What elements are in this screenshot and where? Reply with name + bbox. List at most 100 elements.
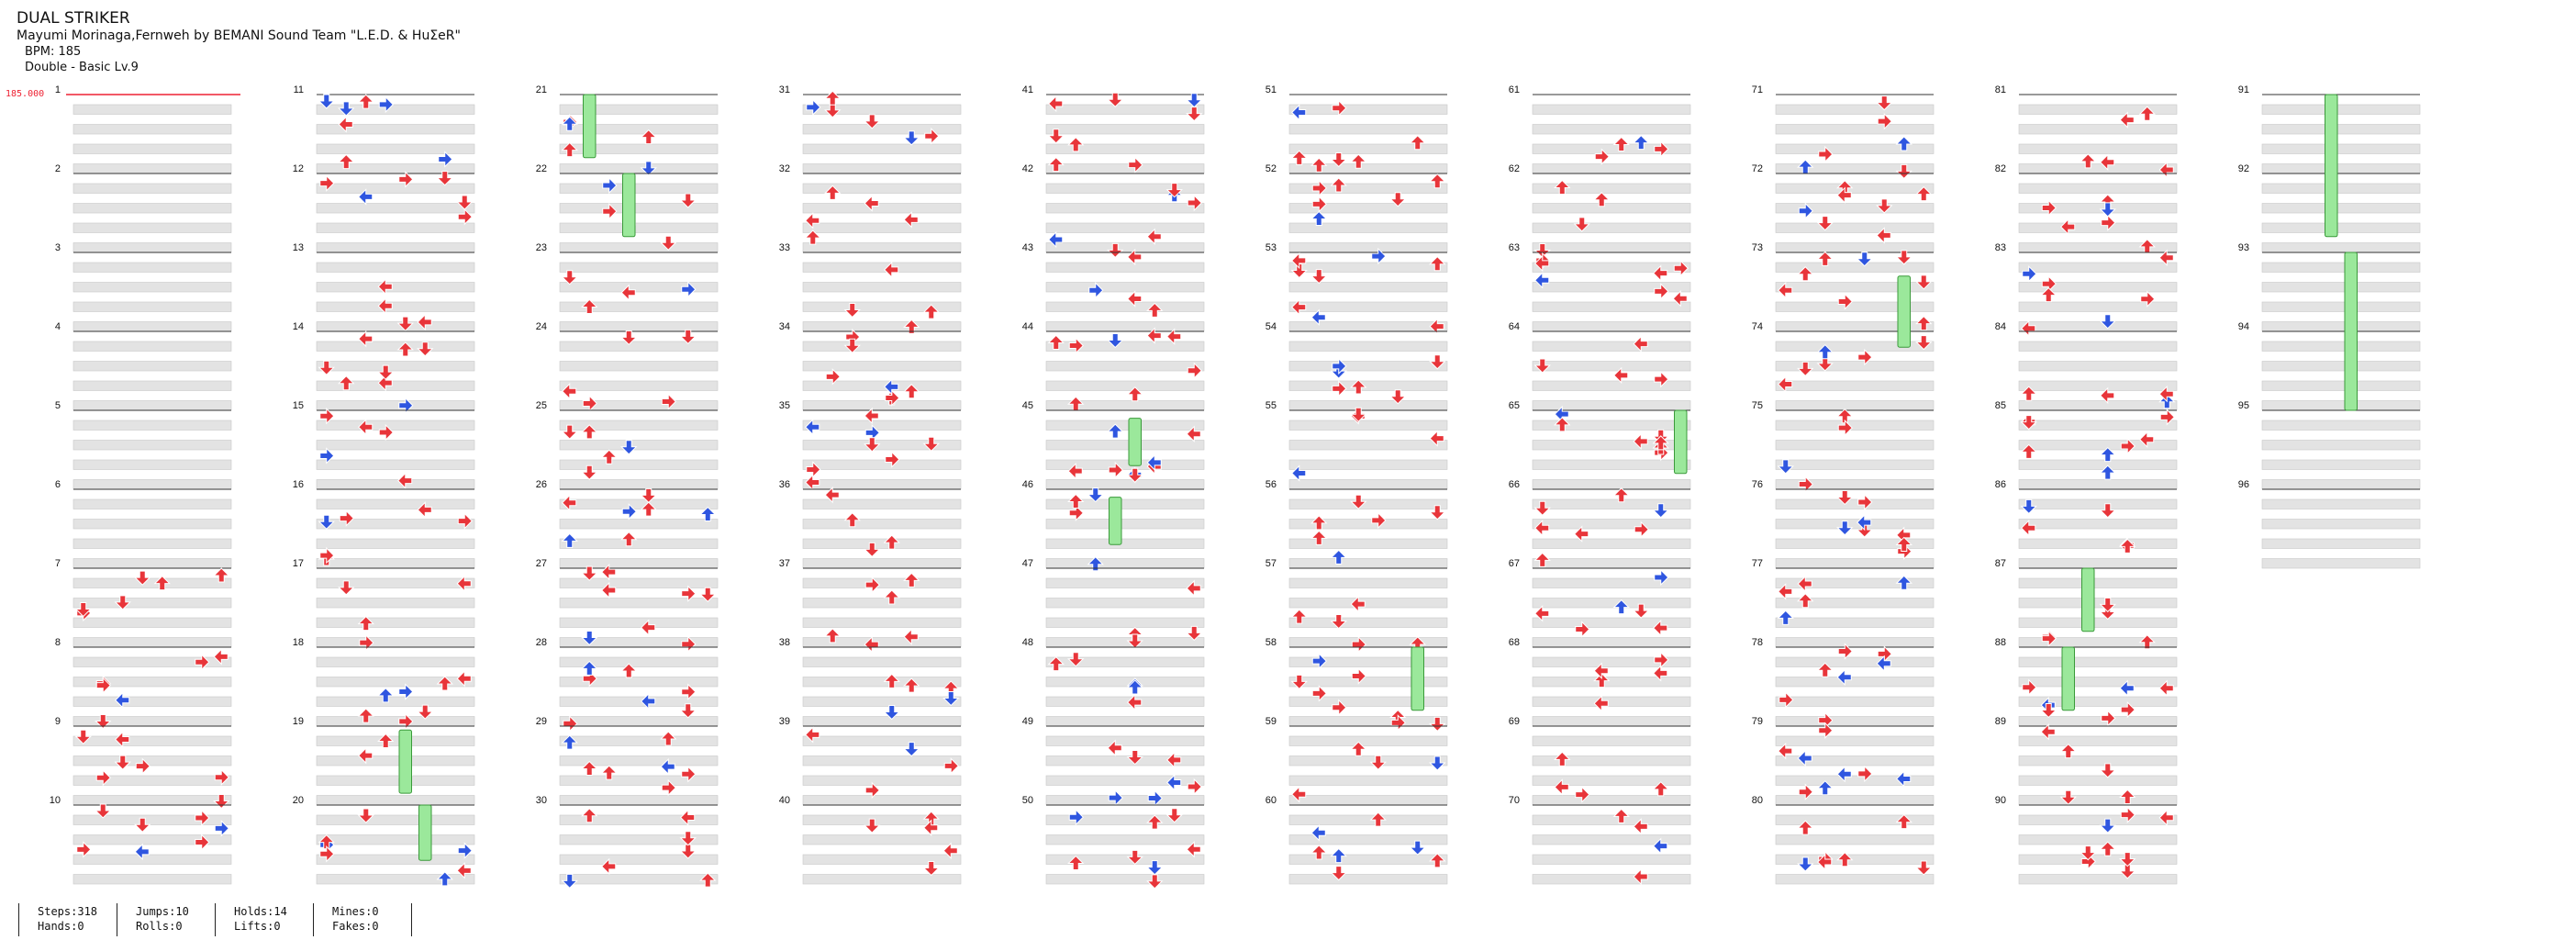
rolls-count: Rolls:0 xyxy=(136,920,183,933)
measure-number: 74 xyxy=(1752,321,1763,332)
arrow-icon xyxy=(1818,722,1834,739)
arrow-icon xyxy=(1067,855,1085,871)
arrow-icon xyxy=(699,506,717,522)
arrow-icon xyxy=(214,768,229,786)
arrow-icon xyxy=(1186,841,1201,858)
arrow-icon xyxy=(1633,335,1648,352)
arrow-icon xyxy=(883,390,900,406)
arrow-icon xyxy=(1147,789,1163,807)
beat-band xyxy=(1045,814,1205,825)
measure-number: 31 xyxy=(779,84,790,95)
arrow-icon xyxy=(338,101,355,117)
beat-band xyxy=(72,301,232,312)
arrow-icon xyxy=(2020,498,2037,515)
arrow-icon xyxy=(621,503,637,520)
arrow-icon xyxy=(1429,505,1446,520)
beat-band xyxy=(316,538,475,549)
measure-number: 5 xyxy=(55,400,61,411)
arrow-icon xyxy=(1797,159,1814,174)
arrow-icon xyxy=(1350,408,1366,425)
arrow-icon xyxy=(1186,425,1201,442)
measure-number: 76 xyxy=(1752,479,1763,490)
beat-band xyxy=(1532,301,1691,312)
beat-band xyxy=(802,598,962,609)
arrow-icon xyxy=(358,330,374,348)
beat-band xyxy=(559,222,719,233)
beat-band xyxy=(316,380,475,391)
arrow-icon xyxy=(561,116,578,131)
measure-number: 67 xyxy=(1509,558,1520,569)
beat-band xyxy=(1775,341,1935,352)
arrow-icon xyxy=(2119,679,2135,697)
arrow-icon xyxy=(1429,318,1444,335)
measure-number: 96 xyxy=(2238,479,2249,490)
arrow-icon xyxy=(1128,156,1143,173)
beat-band xyxy=(559,637,719,648)
beat-band xyxy=(1775,361,1935,372)
holds-count: Holds:14 xyxy=(234,905,287,918)
arrow-icon xyxy=(1798,202,1813,219)
beat-band xyxy=(1532,341,1691,352)
beat-band xyxy=(316,795,475,806)
arrow-icon xyxy=(1915,335,1933,351)
beat-band xyxy=(72,519,232,530)
arrow-icon xyxy=(2158,809,2174,827)
beat-band xyxy=(72,124,232,135)
beat-band xyxy=(802,242,962,253)
arrow-icon xyxy=(1915,315,1933,331)
beat-band xyxy=(1045,380,1205,391)
arrow-icon xyxy=(318,94,335,109)
arrow-icon xyxy=(620,531,638,547)
arrow-icon xyxy=(903,384,920,399)
arrow-icon xyxy=(620,214,636,231)
arrow-icon xyxy=(2099,841,2116,856)
arrow-icon xyxy=(1332,99,1347,117)
arrow-icon xyxy=(2120,437,2136,455)
beat-band xyxy=(1532,361,1691,372)
arrow-icon xyxy=(1389,192,1407,207)
beat-band xyxy=(802,143,962,154)
arrow-icon xyxy=(319,836,335,854)
arrow-icon xyxy=(1652,781,1669,797)
measure-number: 9 xyxy=(55,716,61,727)
beat-band xyxy=(2018,716,2178,727)
beat-band xyxy=(1045,656,1205,667)
beat-band xyxy=(72,321,232,332)
steps-count: Steps:318 xyxy=(38,905,98,918)
beat-band xyxy=(1775,656,1935,667)
arrow-icon xyxy=(903,130,920,146)
arrow-icon xyxy=(318,551,335,566)
beat-band xyxy=(1045,420,1205,431)
beat-band xyxy=(802,163,962,174)
arrow-icon xyxy=(1654,568,1669,587)
measure-number: 68 xyxy=(1509,637,1520,648)
beat-band xyxy=(2261,538,2421,549)
beat-band xyxy=(2018,124,2178,135)
beat-band xyxy=(2018,735,2178,746)
arrow-icon xyxy=(1126,467,1143,483)
measure-number: 86 xyxy=(1995,479,2006,490)
measure-number: 1 xyxy=(55,84,61,95)
arrow-icon xyxy=(1350,494,1367,509)
arrow-icon xyxy=(1654,651,1669,669)
beat-band xyxy=(2261,479,2421,490)
beat-band xyxy=(1532,538,1691,549)
beat-band xyxy=(559,656,719,667)
beat-band xyxy=(316,834,475,845)
beat-band xyxy=(802,183,962,194)
arrow-icon xyxy=(1836,766,1852,783)
arrow-icon xyxy=(923,819,939,836)
beat-band xyxy=(1288,341,1448,352)
arrow-icon xyxy=(2041,199,2057,217)
beat-band xyxy=(72,420,232,431)
beat-band xyxy=(1045,598,1205,609)
arrow-icon xyxy=(2119,537,2135,554)
beat-band xyxy=(1045,498,1205,509)
beat-band xyxy=(1532,321,1691,332)
arrow-icon xyxy=(1429,430,1444,447)
beat-band xyxy=(1045,262,1205,273)
beat-band xyxy=(1532,222,1691,233)
beat-band xyxy=(802,755,962,767)
measure-number: 93 xyxy=(2238,242,2249,253)
beat-band xyxy=(2018,677,2178,688)
